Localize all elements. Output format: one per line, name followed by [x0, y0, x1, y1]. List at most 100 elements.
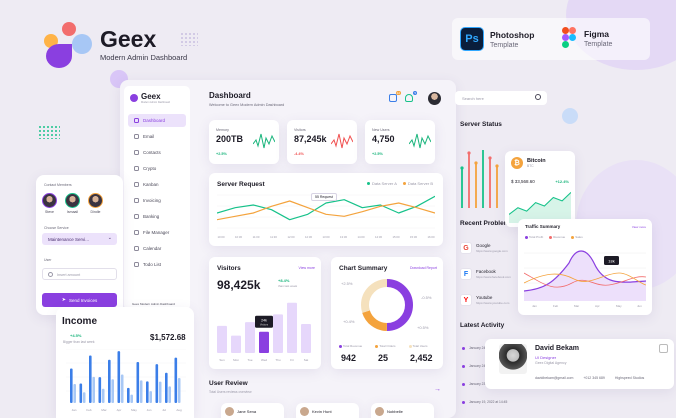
income-bar: [165, 372, 168, 403]
sidebar-item-file-manager[interactable]: File Manager: [128, 226, 186, 239]
member-avatar: [42, 193, 57, 208]
search-box[interactable]: Search here: [455, 91, 547, 105]
visitors-day-label: Fri: [290, 358, 294, 362]
income-x-label: Jun: [147, 408, 152, 412]
figma-icon: [562, 27, 576, 48]
reviewer-avatar: [300, 407, 309, 416]
income-bar: [117, 351, 121, 403]
sidebar-item-contacts[interactable]: Contacts: [128, 146, 186, 159]
download-report-link[interactable]: Download Report: [409, 266, 437, 270]
traffic-legend-sales: Sales: [575, 235, 583, 239]
user-avatar[interactable]: [428, 92, 441, 105]
bitcoin-name: Bitcoin: [527, 158, 546, 164]
member-steve[interactable]: Steve: [42, 193, 57, 214]
traffic-view-more[interactable]: View more: [631, 225, 646, 229]
sidebar-item-label: Banking: [143, 214, 160, 219]
income-change: +4.5%: [70, 333, 82, 338]
x-tick-label: 11:00: [253, 235, 260, 239]
bitcoin-card: ₿ Bitcoin BTC $ 33,568.60 +12.4%: [505, 151, 575, 227]
x-tick-label: 14:00: [358, 235, 365, 239]
sidebar-item-icon: [134, 230, 139, 235]
stat-card-visitors: Visitors 87,245k -4.4%: [287, 120, 357, 164]
stat-sparkline: [253, 133, 275, 149]
page-title: Dashboard: [209, 91, 251, 100]
problem-item-youtube[interactable]: Y Youtube https://www.youtube.com: [460, 294, 509, 306]
sidebar-item-email[interactable]: Email: [128, 130, 186, 143]
reviewer-avatar: [225, 407, 234, 416]
member-dindle[interactable]: Dindle: [88, 193, 103, 214]
sidebar-item-calendar[interactable]: Calendar: [128, 242, 186, 255]
summary-legend-orders: Total Orders: [379, 344, 396, 348]
review-card[interactable]: Kevin Hunt: [296, 403, 359, 418]
profile-phone[interactable]: +012 345 689: [583, 376, 605, 380]
income-bar-secondary: [120, 374, 124, 403]
income-bar-secondary: [177, 378, 181, 403]
sidebar-item-dashboard[interactable]: Dashboard: [128, 114, 186, 127]
profile-edit-icon[interactable]: [659, 344, 668, 353]
problem-item-facebook[interactable]: F Facebook https://www.facebook.com: [460, 268, 511, 280]
server-status-chart: [460, 150, 499, 208]
profile-location: Geex Digital Agency: [535, 361, 567, 365]
message-button[interactable]: 12: [389, 91, 401, 102]
traffic-title: Traffic Summary: [525, 224, 561, 229]
member-name: Steve: [45, 210, 54, 214]
sidebar-item-icon: [134, 118, 139, 123]
service-select[interactable]: Maintenance Servi... ⌄: [42, 233, 117, 245]
review-card[interactable]: Jane Sena: [221, 403, 284, 418]
income-bar-secondary: [92, 376, 95, 403]
profile-email[interactable]: davidbekam@gmail.com: [535, 376, 574, 380]
income-bar: [155, 364, 159, 403]
sidebar-item-invoicing[interactable]: Invoicing: [128, 194, 186, 207]
sidebar-item-banking[interactable]: Banking: [128, 210, 186, 223]
brand-name: Geex: [100, 26, 157, 52]
income-bar: [108, 359, 111, 403]
member-ismaail[interactable]: Ismaail: [65, 193, 80, 214]
income-bar-secondary: [101, 388, 105, 403]
sidebar-item-label: Calendar: [143, 246, 162, 251]
sidebar-item-kanban[interactable]: Kanban: [128, 178, 186, 191]
chart-summary-card: Chart Summary Download Report +2.5% -0.5…: [331, 257, 443, 369]
bitcoin-value: $ 33,568.60: [511, 179, 535, 184]
sidebar-brand: Geex: [141, 92, 161, 101]
problem-url: https://www.google.com: [476, 249, 508, 253]
sidebar-item-todo-list[interactable]: Todo List: [128, 258, 186, 271]
sidebar-item-crypto[interactable]: Crypto: [128, 162, 186, 175]
chart-summary-donut: [361, 279, 413, 331]
send-invoices-button[interactable]: ➤ Send Invoices: [42, 293, 117, 307]
visitors-view-more[interactable]: View more: [298, 266, 315, 270]
problem-name: Facebook: [476, 269, 496, 274]
server-request-title: Server Request: [217, 181, 265, 188]
x-tick-label: 15:30: [410, 235, 417, 239]
facebook-icon: F: [460, 268, 472, 280]
stat-change: -4.4%: [294, 152, 304, 156]
x-tick-label: 10:30: [235, 235, 242, 239]
notification-button[interactable]: 5: [405, 91, 417, 102]
bitcoin-symbol: BTC: [527, 164, 534, 168]
chevron-down-icon: ⌄: [107, 235, 112, 241]
search-input[interactable]: Search here: [462, 95, 484, 101]
sidebar-item-icon: [134, 150, 139, 155]
income-x-label: Apr: [117, 408, 122, 412]
recent-problem-title: Recent Problem: [460, 220, 510, 227]
user-review-next-icon[interactable]: →: [434, 386, 441, 393]
income-x-label: Jan: [72, 408, 77, 412]
bg-circle-blue: [562, 108, 578, 124]
income-bar: [89, 355, 92, 403]
amount-input[interactable]: Insert amount: [42, 268, 117, 280]
x-tick-label: 15:00: [393, 235, 400, 239]
google-icon: G: [460, 242, 472, 254]
visitors-note: than last week: [278, 284, 298, 288]
page-subtitle: Welcome to Geex Modern Admin Dashboard: [209, 103, 285, 107]
member-avatar: [88, 193, 103, 208]
search-icon: [535, 94, 541, 100]
visitors-tooltip-label: Visitors: [260, 324, 269, 327]
visitors-day-label: Sun: [219, 358, 225, 362]
review-card[interactable]: Nobbelle: [371, 403, 434, 418]
problem-name: Youtube: [476, 295, 493, 300]
problem-item-google[interactable]: G Google https://www.google.com: [460, 242, 508, 254]
income-bar: [146, 381, 149, 403]
traffic-x-label: Apr: [595, 304, 600, 308]
profile-name: David Bekam: [535, 345, 579, 352]
traffic-x-label: Feb: [553, 304, 559, 308]
brand-tagline: Modern Admin Dashboard: [100, 53, 188, 62]
